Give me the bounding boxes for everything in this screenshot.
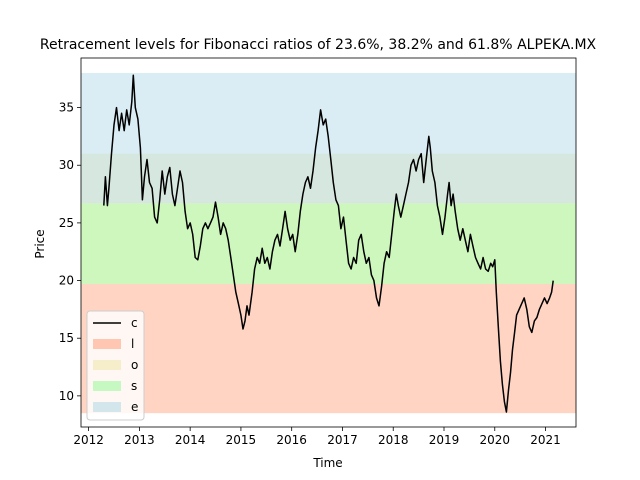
y-tick-label-10: 10 (59, 389, 74, 403)
x-axis: 2012 2013 2014 2015 2016 2017 2018 2019 2020 2021 (73, 427, 561, 447)
x-tick-label-2016: 2016 (276, 433, 307, 447)
band-s-2 (81, 203, 576, 285)
legend-swatch-l (93, 339, 121, 349)
x-tick-label-2020: 2020 (479, 433, 510, 447)
legend-swatch-o (93, 360, 121, 370)
y-tick-label-25: 25 (59, 216, 74, 230)
x-tick-label-2019: 2019 (429, 433, 460, 447)
legend-label-l: l (131, 337, 134, 351)
plot-frame (80, 57, 577, 428)
x-tick-label-2015: 2015 (226, 433, 257, 447)
legend-swatch-e (93, 402, 121, 412)
y-axis-label: Price (33, 229, 47, 258)
x-tick-label-2012: 2012 (73, 433, 104, 447)
y-axis: 10 15 20 25 30 35 (59, 101, 81, 403)
series-layer (103, 74, 554, 413)
x-tick-label-2021: 2021 (530, 433, 561, 447)
y-tick-label-20: 20 (59, 274, 74, 288)
y-tick-label-30: 30 (59, 158, 74, 172)
chart-title: Retracement levels for Fibonacci ratios … (40, 37, 597, 53)
retracement-bands (81, 72, 576, 414)
band-o-1 (81, 203, 576, 285)
y-tick-label-35: 35 (59, 101, 74, 115)
band-l-0 (81, 284, 576, 414)
y-tick-label-15: 15 (59, 331, 74, 345)
x-tick-label-2017: 2017 (327, 433, 358, 447)
legend-swatch-s (93, 381, 121, 391)
x-tick-label-2013: 2013 (124, 433, 155, 447)
series-line-c (103, 74, 554, 413)
x-axis-label: Time (312, 456, 342, 470)
x-tick-label-2014: 2014 (175, 433, 206, 447)
legend-label-o: o (131, 358, 138, 372)
x-tick-label-2018: 2018 (378, 433, 409, 447)
legend-label-e: e (131, 400, 138, 414)
legend-label-s: s (131, 379, 137, 393)
legend-label-c: c (131, 316, 138, 330)
